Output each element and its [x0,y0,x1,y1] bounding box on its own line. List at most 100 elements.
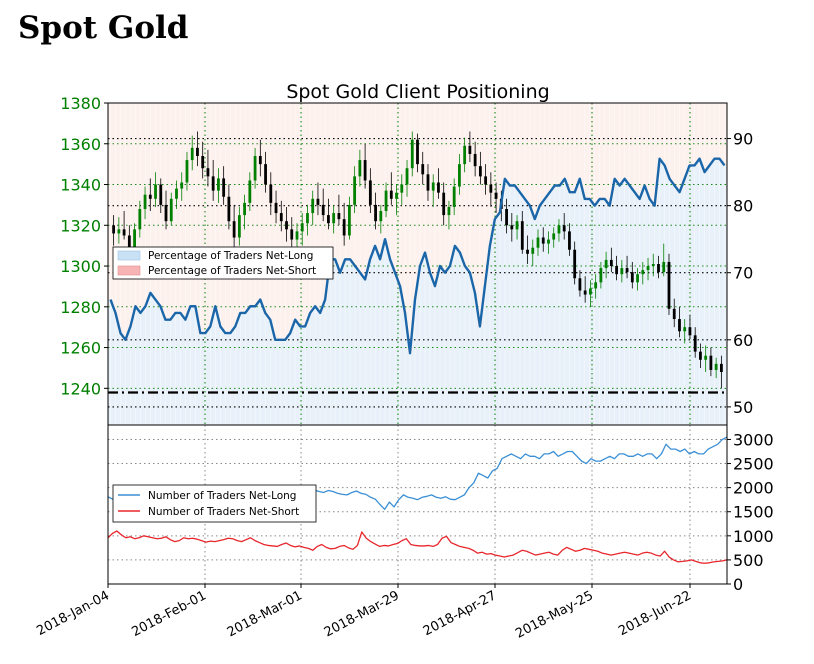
candle-body [133,229,136,248]
candle-body [358,160,362,177]
candle-body [264,164,267,185]
count-tick-label: 0 [733,575,743,594]
candle-body [630,272,634,283]
candle-body [578,278,582,291]
count-axis: 0 500 1000 1500 2000 2500 3000 [727,430,774,594]
candle-body [117,229,121,234]
date-tick-label: 2018-Feb-01 [129,588,208,640]
candle-body [625,268,629,273]
candle-body [232,221,236,238]
candle-body [699,351,702,360]
price-tick-label: 1340 [60,176,101,195]
candle-body [531,247,535,254]
candle-body [583,290,587,295]
candle-body [693,335,697,352]
candle-body [306,213,309,224]
candle-body [620,268,624,275]
candle-body [175,188,178,199]
candle-body [248,180,252,203]
candle-body [143,194,147,209]
candle-body [337,213,341,220]
legend-swatch-net-long [117,250,141,261]
candle-body [520,221,524,250]
candle-body [180,182,184,189]
candle-body [526,249,529,254]
legend-box [112,246,334,280]
candle-body [473,153,477,167]
candle-body [426,174,430,191]
candle-body [410,139,414,169]
legend-swatch-net-short [117,265,141,276]
candle-body [405,168,409,185]
price-tick-label: 1260 [60,339,101,358]
candle-body [290,229,294,240]
candle-body [589,288,592,295]
sentiment-tick-label: 80 [733,197,753,216]
date-tick-label: 2018-Jan-04 [34,588,111,639]
bottom-panel: 0 500 1000 1500 2000 2500 3000 Number of Trade… [107,424,774,594]
candle-body [719,363,723,373]
candle-body [657,264,660,273]
candle-body [342,219,346,236]
date-tick-label: 2018-Apr-27 [421,588,499,639]
candle-body [311,198,315,214]
bottom-legend: Number of Traders Net-Long Number of Tra… [112,484,317,523]
candle-body [515,221,519,230]
candle-body [714,363,718,370]
candle-body [274,202,278,214]
candle-body [321,204,325,216]
date-tick-label: 2018-May-25 [513,588,596,641]
candle-body [562,225,566,232]
candle-body [122,229,126,236]
sentiment-tick-label: 60 [733,331,753,350]
candle-body [458,164,461,187]
candle-body [243,202,246,216]
candle-body [609,259,613,267]
candle-body [222,178,226,197]
price-tick-label: 1320 [60,216,101,235]
candle-body [536,237,540,248]
candle-body [159,184,163,205]
date-tick-label: 2018-Mar-01 [225,588,305,640]
net-long-percentage-line [109,157,726,355]
candle-body [704,355,708,360]
legend-label-net-long-count: Number of Traders Net-Long [148,490,296,502]
candle-body [615,266,618,275]
candle-body [237,215,241,238]
candle-body [688,327,692,336]
candle-body [662,261,666,273]
candle-body [541,237,545,244]
candle-body [211,176,215,191]
top-legend: Percentage of Traders Net-Long Percentag… [112,246,334,280]
candle-body [363,160,367,181]
candle-body [547,239,550,244]
candle-body [641,270,645,275]
chart-title: Spot Gold Client Positioning [286,81,549,103]
candle-body [148,194,152,199]
candle-body [206,168,210,177]
legend-label-net-short: Percentage of Traders Net-Short [148,265,316,277]
top-panel: Spot Gold Client Positioning 1240 1260 128… [60,81,753,426]
candle-body [169,198,173,222]
candle-body [478,166,482,177]
candle-body [185,160,189,183]
candle-body [709,355,713,370]
candle-body [347,204,351,236]
candle-body [217,178,220,191]
candle-body [258,155,262,165]
candle-body [368,180,372,205]
candle-body [196,147,199,156]
candle-body [557,225,561,234]
sentiment-axis: 50 60 70 80 90 [727,130,753,417]
candle-body [421,164,425,175]
candle-body [552,233,556,240]
candle-body [316,198,320,205]
candle-body [400,184,404,193]
candle-body [573,249,577,279]
candle-body [285,221,288,230]
net-short-count-line [107,530,728,564]
date-tick-label: 2018-Jun-22 [616,588,694,639]
candle-body [505,208,508,226]
candle-body [599,268,603,283]
